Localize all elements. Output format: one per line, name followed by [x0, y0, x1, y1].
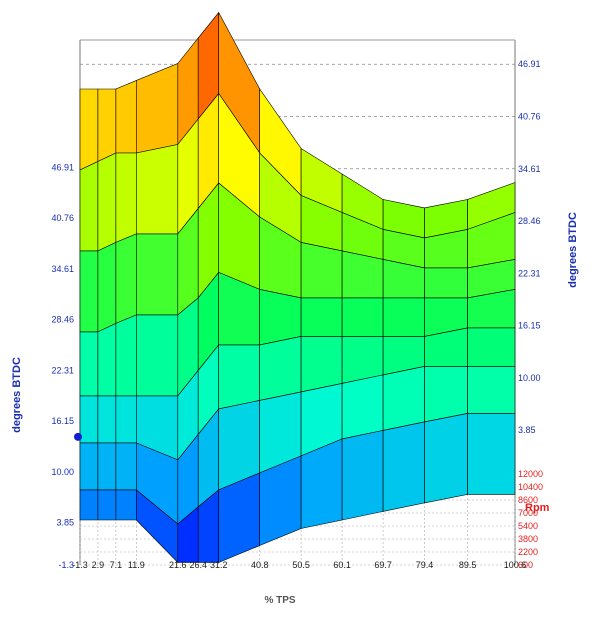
- surface-cell: [97, 241, 117, 333]
- surface-cell: [115, 489, 137, 521]
- rpm-axis-title: Rpm: [525, 502, 550, 514]
- x-tick: -1.3: [72, 560, 88, 570]
- y-tick-left: 28.46: [51, 315, 74, 325]
- cursor-marker: [74, 432, 82, 441]
- y-tick-right: 28.46: [518, 216, 541, 226]
- y-tick-left: 34.61: [51, 264, 74, 274]
- x-tick: 31.2: [210, 560, 228, 570]
- y-tick-left: 10.00: [51, 467, 74, 477]
- surface-cell: [97, 152, 117, 252]
- surface-cell: [424, 366, 468, 423]
- rpm-tick: 5400: [518, 521, 538, 531]
- surface-cell: [97, 322, 117, 397]
- surface-cell: [467, 366, 516, 414]
- surface-cell: [467, 327, 516, 367]
- y-tick-left: 22.31: [51, 365, 74, 375]
- surface-cell: [115, 442, 137, 491]
- surface-cell: [341, 430, 384, 521]
- surface-cell: [79, 331, 99, 397]
- x-tick: 26.4: [189, 560, 207, 570]
- rpm-tick: 12000: [518, 469, 543, 479]
- y-tick-left: 3.85: [56, 518, 74, 528]
- surface-cell: [97, 395, 117, 444]
- y-tick-right: 22.31: [518, 268, 541, 278]
- surface-cell: [97, 88, 117, 162]
- x-tick: 40.8: [251, 560, 269, 570]
- surface-cell: [79, 161, 99, 252]
- surface-cell: [259, 289, 302, 346]
- x-tick: 89.5: [459, 560, 477, 570]
- y-tick-right: 10.00: [518, 373, 541, 383]
- x-tick: 2.9: [92, 560, 105, 570]
- y-tick-right: 46.91: [518, 59, 541, 69]
- rpm-tick: 7000: [518, 508, 538, 518]
- surface-cell: [115, 152, 137, 243]
- surface-cell: [79, 250, 99, 333]
- y-tick-right: 16.15: [518, 321, 541, 331]
- x-tick: 21.6: [169, 560, 187, 570]
- x-tick: 79.4: [416, 560, 434, 570]
- rpm-tick: 2200: [518, 547, 538, 557]
- surface-cell: [341, 250, 384, 299]
- x-tick: 69.7: [374, 560, 392, 570]
- y-tick-left: 40.76: [51, 213, 74, 223]
- surface-cell: [341, 297, 384, 337]
- surface-cell: [136, 314, 179, 397]
- surface-cell: [341, 374, 384, 440]
- surface-cell: [115, 233, 137, 324]
- surface-cell: [79, 395, 99, 444]
- y-axis-title-right: degrees BTDC: [567, 212, 579, 288]
- y-tick-left: 46.91: [51, 163, 74, 173]
- tick-labels: -1.3 3.85 10.00 16.15 22.31 28.46 34.61 40.76 46…: [51, 59, 543, 570]
- surface-mesh: [74, 11, 516, 564]
- x-tick: 50.5: [292, 560, 310, 570]
- surface-cell: [218, 344, 261, 410]
- y-tick-right: 3.85: [518, 425, 536, 435]
- surface-cell: [97, 442, 117, 491]
- surface-cell: [382, 421, 425, 512]
- y-tick-left: 16.15: [51, 416, 74, 426]
- x-tick: 60.1: [333, 560, 351, 570]
- surface-cell: [115, 314, 137, 397]
- y-tick-right: 34.61: [518, 164, 541, 174]
- surface-cell: [97, 489, 117, 521]
- surface-cell: [115, 395, 137, 444]
- y-tick-left: -1.3: [58, 560, 74, 570]
- x-tick: 100.6: [504, 560, 527, 570]
- surface-cell: [79, 489, 99, 521]
- y-axis-title-left: degrees BTDC: [11, 357, 23, 433]
- surface-cell: [79, 88, 99, 171]
- rpm-tick: 10400: [518, 482, 543, 492]
- surface-cell: [136, 63, 179, 154]
- surface-cell: [382, 366, 425, 431]
- x-tick: 11.9: [128, 560, 145, 570]
- surface-cell: [424, 413, 468, 504]
- surface-cell: [259, 336, 302, 401]
- surface-cell: [115, 80, 137, 154]
- y-tick-right: 40.76: [518, 111, 541, 121]
- surface-cell: [136, 144, 179, 235]
- x-tick: 7.1: [110, 560, 123, 570]
- surface-cell: [136, 233, 179, 316]
- rpm-tick: 8600: [518, 495, 538, 505]
- rpm-tick: 600: [518, 560, 533, 570]
- surface-cell: [467, 413, 516, 495]
- surface-cell: [300, 297, 343, 337]
- surface-cell: [300, 242, 343, 299]
- surface-cell: [382, 297, 425, 337]
- surface-cell: [79, 442, 99, 491]
- rpm-tick: 3800: [518, 534, 538, 544]
- surface-cell: [424, 267, 468, 299]
- x-axis-title: % TPS: [264, 595, 295, 606]
- surface-cell: [300, 336, 343, 393]
